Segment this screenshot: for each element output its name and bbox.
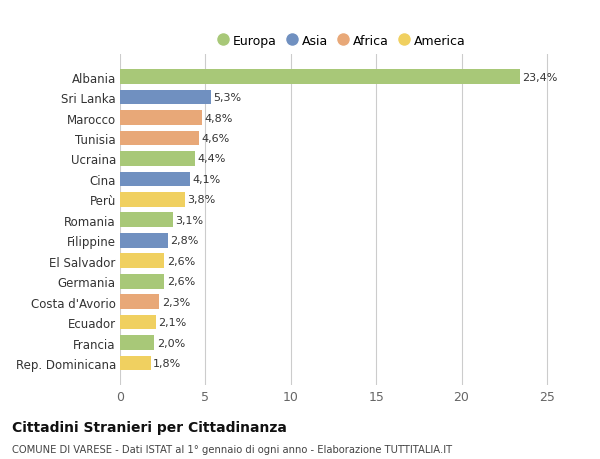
Bar	[120, 193, 185, 207]
Legend: Europa, Asia, Africa, America: Europa, Asia, Africa, America	[214, 32, 470, 52]
Bar	[120, 315, 156, 330]
Bar	[120, 295, 159, 309]
Text: 1,8%: 1,8%	[154, 358, 182, 368]
Text: 2,6%: 2,6%	[167, 256, 195, 266]
Bar	[120, 131, 199, 146]
Text: 3,1%: 3,1%	[176, 215, 203, 225]
Text: 4,1%: 4,1%	[193, 174, 221, 185]
Bar	[120, 111, 202, 126]
Text: 4,8%: 4,8%	[205, 113, 233, 123]
Text: 5,3%: 5,3%	[213, 93, 241, 103]
Text: 2,1%: 2,1%	[158, 317, 187, 327]
Text: 23,4%: 23,4%	[522, 73, 557, 83]
Text: 4,4%: 4,4%	[198, 154, 226, 164]
Bar	[120, 152, 195, 167]
Text: COMUNE DI VARESE - Dati ISTAT al 1° gennaio di ogni anno - Elaborazione TUTTITAL: COMUNE DI VARESE - Dati ISTAT al 1° genn…	[12, 444, 452, 454]
Bar	[120, 336, 154, 350]
Bar	[120, 213, 173, 228]
Text: 2,0%: 2,0%	[157, 338, 185, 348]
Text: 2,6%: 2,6%	[167, 277, 195, 286]
Bar	[120, 356, 151, 370]
Bar	[120, 254, 164, 269]
Text: Cittadini Stranieri per Cittadinanza: Cittadini Stranieri per Cittadinanza	[12, 420, 287, 434]
Text: 4,6%: 4,6%	[201, 134, 229, 144]
Text: 3,8%: 3,8%	[187, 195, 216, 205]
Text: 2,8%: 2,8%	[170, 236, 199, 246]
Bar	[120, 172, 190, 187]
Bar	[120, 274, 164, 289]
Bar	[120, 233, 168, 248]
Text: 2,3%: 2,3%	[162, 297, 190, 307]
Bar	[120, 90, 211, 105]
Bar	[120, 70, 520, 85]
